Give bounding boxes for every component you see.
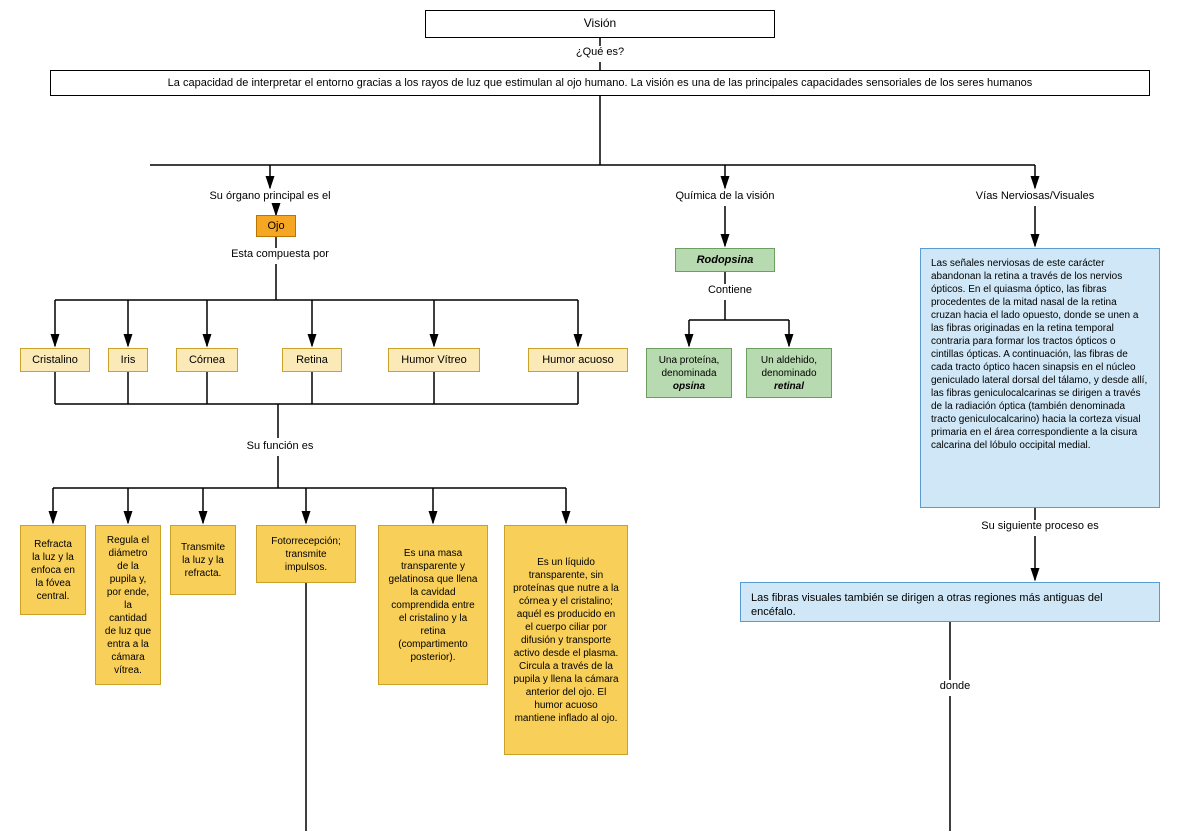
contains-label: Contiene [700,284,760,300]
eye-box: Ojo [256,215,296,237]
pathways-text-box: Las señales nerviosas de este carácter a… [920,248,1160,508]
chemistry-label: Química de la visión [660,190,790,206]
func-cristalino: Refracta la luz y la enfoca en la fóvea … [20,525,86,615]
retinal-term: retinal [774,381,804,392]
func-cornea: Transmite la luz y la refracta. [170,525,236,595]
func-humor-acuoso: Es un líquido transparente, sin proteína… [504,525,628,755]
fibers-text-box: Las fibras visuales también se dirigen a… [740,582,1160,622]
func-retina: Fotorrecepción; transmite impulsos. [256,525,356,583]
opsina-box: Una proteína, denominada opsina [646,348,732,398]
retinal-pre: Un aldehido, denominado [761,355,817,379]
opsina-pre: Una proteína, denominada [659,355,720,379]
part-retina: Retina [282,348,342,372]
part-cornea: Córnea [176,348,238,372]
func-humor-vitreo: Es una masa transparente y gelatinosa qu… [378,525,488,685]
opsina-term: opsina [673,381,705,392]
composed-label: Esta compuesta por [220,248,340,264]
title-box: Visión [425,10,775,38]
q-what-is: ¿Qué es? [570,46,630,62]
part-cristalino: Cristalino [20,348,90,372]
donde-label: donde [930,680,980,696]
rodopsina-box: Rodopsina [675,248,775,272]
organ-label: Su órgano principal es el [190,190,350,206]
pathways-label: Vías Nerviosas/Visuales [955,190,1115,206]
part-iris: Iris [108,348,148,372]
function-label: Su función es [230,440,330,456]
next-process-label: Su siguiente proceso es [960,520,1120,536]
retinal-box: Un aldehido, denominado retinal [746,348,832,398]
part-humor-vitreo: Humor Vítreo [388,348,480,372]
definition-box: La capacidad de interpretar el entorno g… [50,70,1150,96]
func-iris: Regula el diámetro de la pupila y, por e… [95,525,161,685]
part-humor-acuoso: Humor acuoso [528,348,628,372]
